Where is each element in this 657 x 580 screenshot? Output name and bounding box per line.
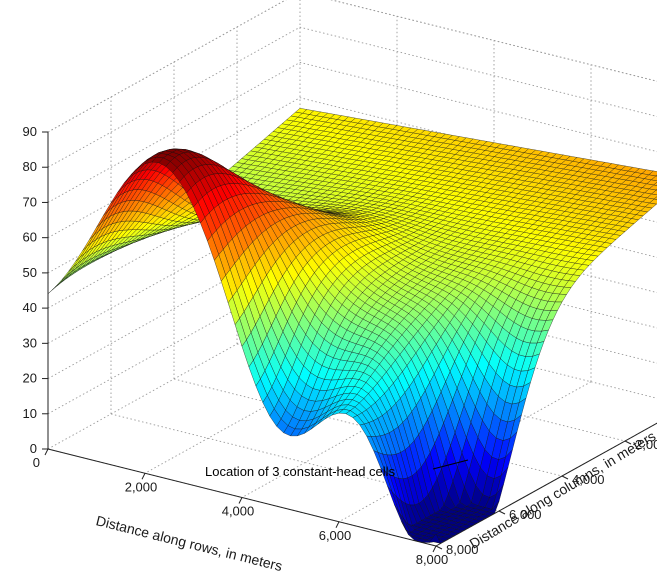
x-tick-label: 4,000 bbox=[222, 504, 255, 519]
y-tick-mark bbox=[498, 510, 506, 515]
x-tick-mark bbox=[238, 497, 243, 504]
x-tick-label: 0 bbox=[33, 455, 40, 470]
z-tick-label: 80 bbox=[23, 159, 37, 174]
y-tick-label: 2,000 bbox=[635, 437, 657, 452]
x-axis-line bbox=[47, 448, 437, 547]
z-gridline bbox=[47, 26, 657, 168]
z-gridline bbox=[47, 61, 657, 203]
x-tick-label: 6,000 bbox=[319, 528, 352, 543]
z-tick-label: 0 bbox=[30, 441, 37, 456]
z-tick-label: 30 bbox=[23, 335, 37, 350]
annotation-text: Location of 3 constant-head cells bbox=[205, 464, 396, 479]
box-edge bbox=[299, 308, 657, 399]
y-tick-mark bbox=[435, 545, 443, 550]
axes: 0 10 20 30 40 50 60 70 80 90 0 2,000 4,000 6,000 8,000… bbox=[23, 124, 657, 567]
y-tick-label: 4,000 bbox=[572, 472, 605, 487]
y-tick-mark bbox=[561, 475, 569, 480]
x-tick-mark bbox=[335, 521, 340, 528]
annotation-leader bbox=[432, 459, 469, 470]
z-tick-label: 90 bbox=[23, 124, 37, 139]
z-tick-label: 40 bbox=[23, 300, 37, 315]
x-tick-label: 2,000 bbox=[125, 479, 158, 494]
x-tick-mark bbox=[432, 545, 437, 553]
x-axis-label: Distance along rows, in meters bbox=[94, 512, 284, 574]
box-edge bbox=[330, 0, 657, 82]
y-axis-line bbox=[435, 422, 657, 547]
z-tick-label: 60 bbox=[23, 230, 37, 245]
surface-facet bbox=[653, 196, 657, 200]
x-tick-mark bbox=[141, 473, 146, 480]
z-gridline bbox=[47, 0, 657, 133]
x-tick-mark bbox=[44, 448, 49, 456]
surface-mesh bbox=[47, 108, 657, 544]
z-tick-label: 20 bbox=[23, 371, 37, 386]
y-tick-label: 8,000 bbox=[446, 542, 479, 557]
y-tick-mark bbox=[624, 440, 632, 445]
z-tick-label: 50 bbox=[23, 265, 37, 280]
z-tick-label: 70 bbox=[23, 194, 37, 209]
x-tick-label: 8,000 bbox=[416, 552, 449, 567]
y-tick-label: 6,000 bbox=[509, 507, 542, 522]
y-floor-gridline bbox=[236, 343, 626, 442]
annotation: Location of 3 constant-head cells bbox=[205, 459, 469, 479]
z-tick-label: 10 bbox=[23, 406, 37, 421]
